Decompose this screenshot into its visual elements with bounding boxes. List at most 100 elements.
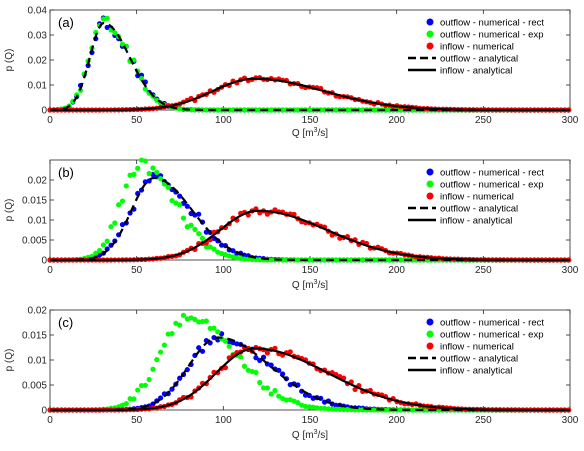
point-outflow-exp <box>142 86 148 92</box>
point-outflow-exp <box>241 363 248 369</box>
point-outflow-exp <box>226 107 232 113</box>
point-outflow-exp <box>257 107 263 113</box>
point-outflow-exp <box>333 257 339 263</box>
point-outflow-exp <box>268 257 274 263</box>
point-outflow-exp <box>360 107 366 113</box>
legend-marker <box>426 192 434 200</box>
point-outflow-exp <box>215 329 221 335</box>
x-tick-label: 250 <box>475 265 492 276</box>
x-tick-label: 300 <box>562 115 579 126</box>
legend-label: outflow - numerical - exp <box>440 30 543 41</box>
point-outflow-exp <box>199 318 206 325</box>
point-outflow-exp <box>127 396 133 402</box>
point-outflow-exp <box>135 165 141 171</box>
point-outflow-exp <box>424 407 431 413</box>
point-outflow-exp <box>283 397 290 403</box>
point-outflow-exp <box>222 338 229 344</box>
y-tick-label: 0.015 <box>22 331 47 342</box>
point-outflow-exp <box>398 257 404 263</box>
y-tick-label: 0 <box>41 106 47 117</box>
point-outflow-exp <box>192 316 198 323</box>
point-outflow-exp <box>203 244 209 250</box>
panel-label: (c) <box>58 315 73 330</box>
point-outflow-exp <box>154 169 160 175</box>
point-outflow-exp <box>192 226 198 232</box>
legend-label: inflow - analytical <box>440 216 512 227</box>
point-outflow-exp <box>203 107 209 113</box>
point-outflow-exp <box>104 15 110 21</box>
point-outflow-rect <box>268 362 274 368</box>
point-outflow-exp <box>112 30 118 36</box>
point-outflow-exp <box>386 257 392 263</box>
point-outflow-exp <box>154 97 160 103</box>
x-tick-label: 50 <box>131 415 143 426</box>
y-tick-label: 0.01 <box>28 356 48 367</box>
point-outflow-exp <box>165 331 171 337</box>
x-tick-label: 200 <box>388 265 405 276</box>
point-outflow-exp <box>123 183 129 189</box>
legend-label: inflow - analytical <box>440 366 512 377</box>
x-tick-label: 100 <box>215 265 232 276</box>
y-tick-label: 0.02 <box>28 306 48 317</box>
point-outflow-exp <box>180 215 187 221</box>
point-outflow-exp <box>375 257 381 263</box>
point-outflow-exp <box>142 382 148 388</box>
point-outflow-exp <box>135 387 141 393</box>
point-outflow-exp <box>360 257 366 263</box>
panel-label: (a) <box>58 15 74 30</box>
point-outflow-exp <box>188 107 194 113</box>
point-outflow-exp <box>421 407 427 413</box>
point-outflow-exp <box>306 257 312 263</box>
point-outflow-exp <box>188 222 194 228</box>
y-tick-label: 0.02 <box>28 176 48 187</box>
point-outflow-exp <box>325 406 331 412</box>
point-outflow-exp <box>119 41 126 47</box>
point-outflow-exp <box>230 107 236 113</box>
point-outflow-rect <box>177 375 183 381</box>
point-inflow <box>287 349 293 355</box>
point-outflow-exp <box>306 107 312 113</box>
x-tick-label: 50 <box>131 115 143 126</box>
point-outflow-exp <box>344 407 351 413</box>
x-tick-label: 150 <box>302 265 319 276</box>
point-outflow-exp <box>180 312 187 318</box>
y-tick-label: 0.02 <box>28 56 48 67</box>
point-outflow-rect <box>104 24 110 31</box>
point-outflow-exp <box>131 171 137 177</box>
point-outflow-exp <box>177 202 183 208</box>
legend-label: outflow - numerical - exp <box>440 330 543 341</box>
outflow-analytical-line <box>49 21 570 112</box>
x-axis-label: Q [m3/s] <box>292 127 328 139</box>
point-outflow-exp <box>196 231 202 237</box>
y-tick-label: 0.005 <box>22 381 47 392</box>
point-outflow-exp <box>146 376 152 383</box>
point-outflow-exp <box>150 165 156 171</box>
x-tick-label: 250 <box>475 415 492 426</box>
point-outflow-exp <box>333 107 339 113</box>
point-outflow-exp <box>154 356 160 363</box>
point-outflow-exp <box>260 385 267 391</box>
y-tick-label: 0.04 <box>28 6 48 17</box>
point-outflow-exp <box>161 342 167 348</box>
point-outflow-exp <box>207 244 213 250</box>
point-outflow-exp <box>295 107 301 113</box>
point-outflow-exp <box>348 257 354 263</box>
legend-marker <box>426 330 434 338</box>
point-outflow-rect <box>169 386 175 392</box>
point-outflow-exp <box>280 107 286 113</box>
point-outflow-exp <box>177 322 183 328</box>
chart-panel-3: 0 50 100 150 200 250 300 0 0.005 0.01 0.015 0.02 p (… <box>4 306 579 442</box>
point-outflow-exp <box>238 354 244 360</box>
point-outflow-exp <box>272 387 278 394</box>
x-tick-label: 250 <box>475 115 492 126</box>
point-outflow-exp <box>371 257 377 263</box>
y-tick-label: 0 <box>41 406 47 417</box>
legend-label: inflow - analytical <box>440 66 512 77</box>
scatter-series <box>47 15 572 113</box>
point-outflow-exp <box>318 107 324 113</box>
point-outflow-exp <box>306 404 312 410</box>
legend-label: outflow - numerical - exp <box>440 180 543 191</box>
x-tick-label: 0 <box>47 265 53 276</box>
legend-label: inflow - numerical <box>440 342 514 353</box>
